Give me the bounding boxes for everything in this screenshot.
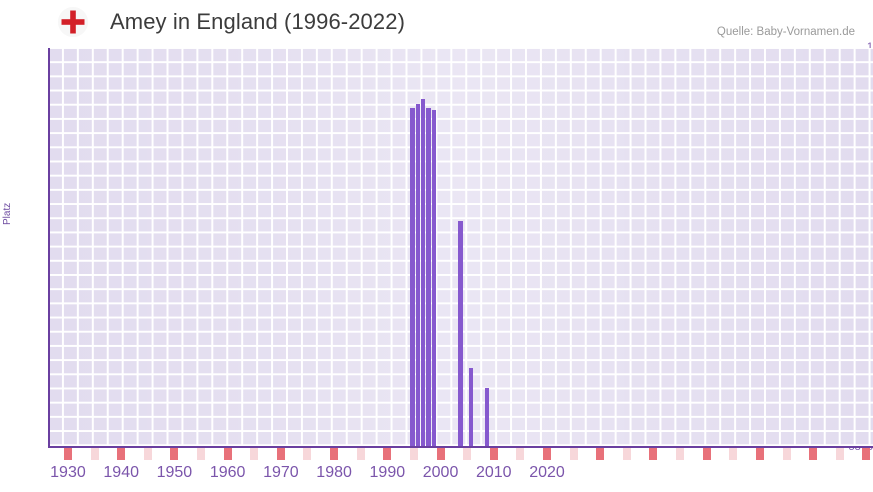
page-title: Amey in England (1996-2022) <box>110 9 405 34</box>
x-axis-major-tick <box>543 448 551 460</box>
x-axis-major-tick <box>596 448 605 460</box>
x-axis-major-tick <box>383 448 392 460</box>
y-axis-label: Platz <box>2 202 13 225</box>
x-axis-major-tick <box>649 448 658 460</box>
x-axis-major-tick <box>330 448 339 460</box>
bar <box>410 108 415 448</box>
x-axis-major-tick <box>436 448 445 460</box>
bar <box>468 367 474 448</box>
x-axis-major-tick <box>63 448 72 460</box>
x-axis-major-tick <box>489 448 498 460</box>
x-axis-minor-tick <box>303 448 312 460</box>
x-axis-tick-label: 2010 <box>475 464 512 481</box>
x-axis-tick-label: 1940 <box>103 464 139 481</box>
x-axis-line <box>48 446 873 448</box>
x-axis-tick-label: 2020 <box>529 464 565 481</box>
x-axis-tick-label: 1970 <box>263 464 299 481</box>
x-axis-major-tick <box>702 448 711 460</box>
x-axis-minor-tick <box>90 448 99 460</box>
bar <box>484 388 490 448</box>
x-axis-major-tick <box>117 448 126 460</box>
x-axis-minor-tick <box>356 448 365 460</box>
x-axis-major-tick <box>170 448 179 460</box>
x-axis-minor-tick <box>409 448 418 460</box>
x-axis-tick-label: 1990 <box>369 464 406 481</box>
x-axis-major-tick <box>755 448 764 460</box>
x-axis-major-tick <box>862 448 871 460</box>
chart-header: Amey in England (1996-2022) Quelle: Baby… <box>0 0 873 44</box>
x-axis-minor-tick <box>250 448 259 460</box>
x-axis-minor-tick <box>197 448 206 460</box>
x-axis-tick-label: 2000 <box>422 464 459 481</box>
x-axis-minor-tick <box>516 448 525 460</box>
y-axis-line <box>48 48 50 448</box>
source-attribution: Quelle: Baby-Vornamen.de <box>716 26 855 38</box>
x-axis-minor-tick <box>622 448 631 460</box>
x-axis-minor-tick <box>782 448 791 460</box>
bar <box>431 110 436 448</box>
x-axis-tick-label: 1950 <box>156 464 193 481</box>
x-axis-minor-tick <box>676 448 685 460</box>
x-axis-minor-tick <box>729 448 738 460</box>
x-axis-minor-tick <box>463 448 472 460</box>
x-axis-major-tick <box>276 448 285 460</box>
bar <box>421 98 426 448</box>
x-axis-minor-tick <box>569 448 578 460</box>
x-axis-major-tick <box>223 448 232 460</box>
bar <box>458 220 463 448</box>
x-axis-minor-tick <box>143 448 152 460</box>
x-axis-minor-tick <box>835 448 844 460</box>
x-axis-tick-label: 1930 <box>50 464 86 481</box>
plot-area <box>48 48 873 448</box>
england-flag-icon <box>58 7 88 37</box>
x-axis-tick-label: 1960 <box>209 464 246 481</box>
bar <box>426 108 431 448</box>
x-axis-major-tick <box>809 448 818 460</box>
bar <box>415 103 420 448</box>
x-axis-tick-label: 1980 <box>316 464 352 481</box>
y-axis-tick-top: 1 <box>866 41 873 53</box>
